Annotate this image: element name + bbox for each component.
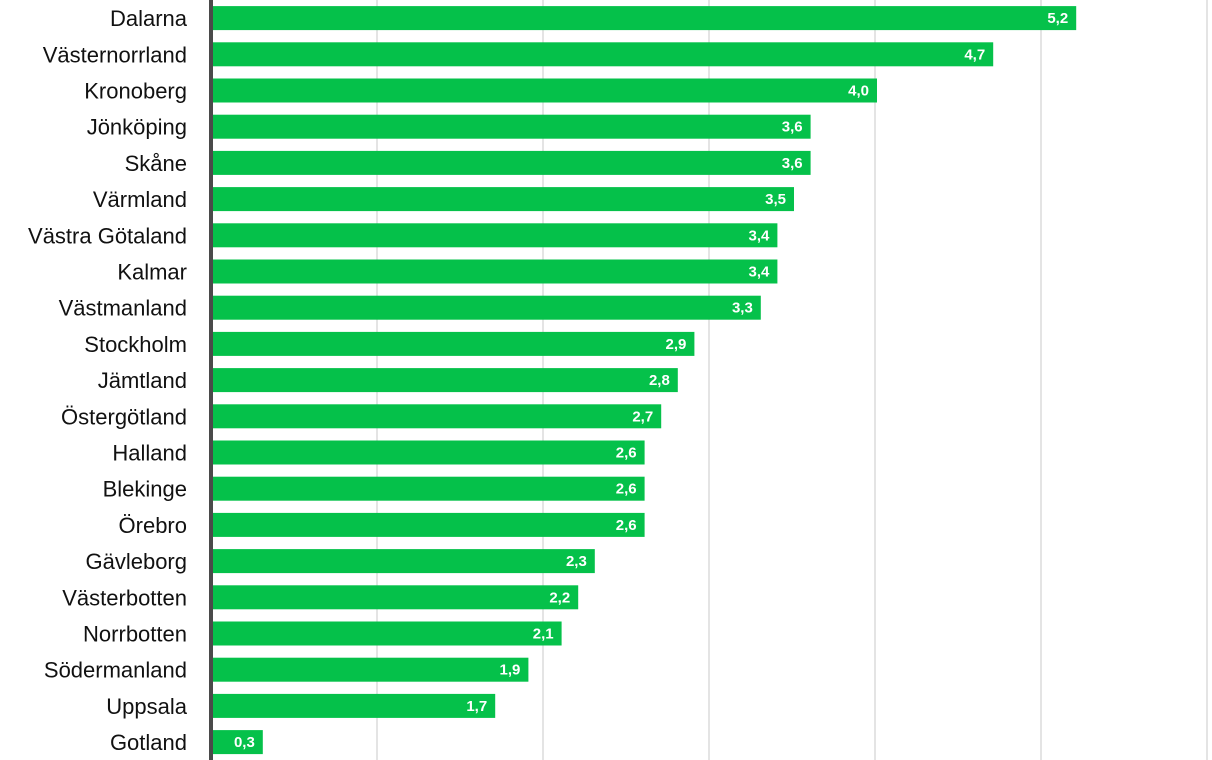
value-label: 2,6 [616,445,637,462]
bar [213,6,1077,31]
category-label: Halland [112,441,187,466]
bar [213,187,794,212]
category-label: Kalmar [117,260,187,285]
value-label: 2,6 [616,481,637,498]
bar [213,78,877,103]
category-label: Västerbotten [62,585,187,610]
bars [213,6,1077,755]
bar [213,331,695,356]
category-label: Jönköping [87,115,187,140]
category-label: Värmland [93,187,187,212]
value-label: 1,7 [466,698,487,715]
category-label: Östergötland [61,404,187,429]
bar [213,693,496,718]
value-label: 2,9 [666,336,687,353]
value-label: 2,2 [549,589,570,606]
value-label: 5,2 [1047,10,1068,27]
value-label: 1,9 [500,662,521,679]
value-label: 3,4 [749,264,771,281]
category-label: Jämtland [98,368,187,393]
category-label: Skåne [125,151,187,176]
bar [213,549,595,574]
category-label: Blekinge [103,477,187,502]
value-label: 3,6 [782,119,803,136]
category-label: Kronoberg [84,79,187,104]
value-label: 4,7 [964,46,985,63]
bar [213,223,778,248]
bar [213,368,678,393]
category-labels: Dalarna Västernorrland Kronoberg Jönköping S… [28,6,188,755]
value-label: 2,1 [533,626,554,643]
value-label: 2,8 [649,372,670,389]
category-label: Gävleborg [85,549,187,574]
category-label: Gotland [110,730,187,755]
value-label: 3,6 [782,155,803,172]
bar [213,295,761,320]
bar [213,259,778,284]
value-label: 0,3 [234,734,255,751]
category-label: Dalarna [110,6,188,31]
value-label: 2,7 [632,408,653,425]
category-label: Västmanland [59,296,187,321]
bar [213,440,645,465]
bar [213,114,811,139]
category-label: Norrbotten [83,622,187,647]
category-label: Uppsala [106,694,187,719]
value-label: 3,4 [749,227,771,244]
value-label: 3,5 [765,191,786,208]
bar [213,42,994,67]
category-label: Södermanland [44,658,187,683]
bar [213,150,811,175]
bar [213,512,645,537]
bar [213,730,263,755]
category-label: Västernorrland [43,42,187,67]
bar [213,657,529,682]
category-label: Örebro [119,513,187,538]
value-label: 2,6 [616,517,637,534]
value-labels: 5,2 4,7 4,0 3,6 3,6 3,5 3,4 3,4 3,3 2,9 2,8 2,7 2,6 2… [234,10,1068,751]
value-label: 2,3 [566,553,587,570]
value-label: 3,3 [732,300,753,317]
bar [213,621,562,646]
category-label: Stockholm [84,332,187,357]
value-label: 4,0 [848,83,869,100]
category-label: Västra Götaland [28,223,187,248]
bar [213,404,662,429]
bar [213,585,579,610]
bar [213,476,645,501]
